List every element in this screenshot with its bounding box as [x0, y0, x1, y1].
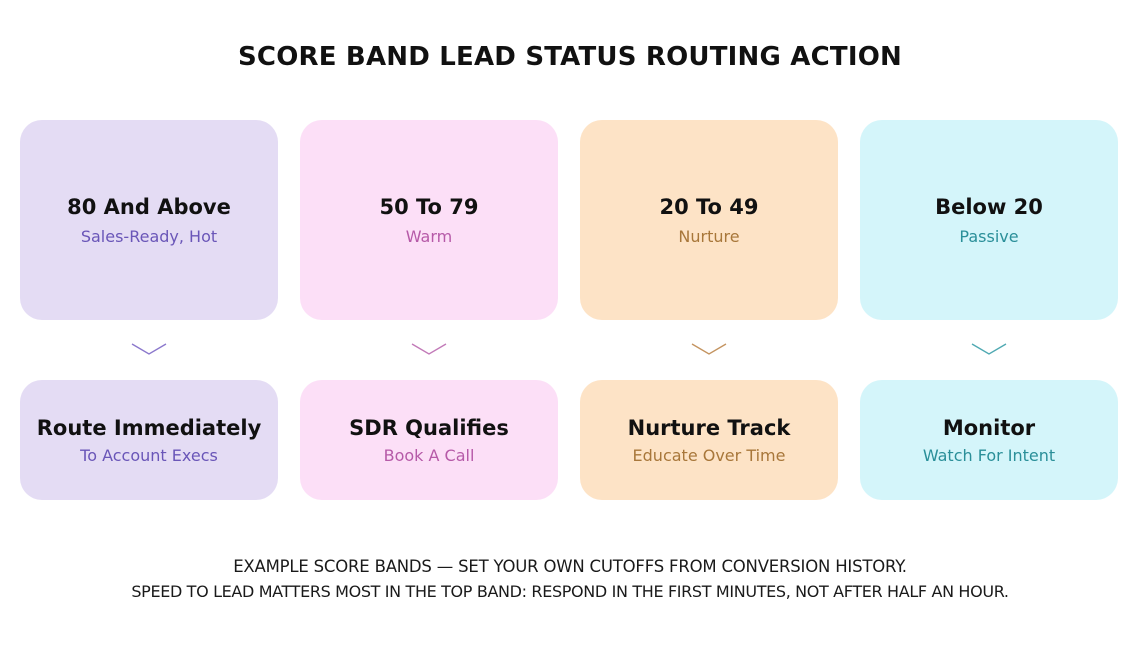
chevron-down-icon	[971, 343, 1007, 355]
band-card-warm: 50 To 79 Warm	[300, 120, 558, 320]
action-title: Nurture Track	[627, 415, 791, 440]
band-status: Warm	[405, 226, 453, 246]
band-card-nurture: 20 To 49 Nurture	[580, 120, 838, 320]
action-detail: Educate Over Time	[632, 445, 786, 465]
action-detail: Watch For Intent	[922, 445, 1056, 465]
action-title: SDR Qualifies	[349, 415, 509, 440]
band-card-passive: Below 20 Passive	[860, 120, 1118, 320]
footer-note: SPEED TO LEAD MATTERS MOST IN THE TOP BA…	[131, 582, 1009, 601]
diagram-title: SCORE BAND LEAD STATUS ROUTING ACTION	[237, 42, 902, 72]
action-card-monitor: Monitor Watch For Intent	[860, 380, 1118, 500]
band-card-top: 80 And Above Sales-Ready, Hot	[20, 120, 278, 320]
chevron-down-icon	[411, 343, 447, 355]
action-card-route: Route Immediately To Account Execs	[20, 380, 278, 500]
band-status: Nurture	[678, 226, 740, 246]
action-detail: To Account Execs	[80, 445, 218, 465]
action-title: Route Immediately	[36, 415, 262, 440]
band-status: Sales-Ready, Hot	[80, 226, 218, 246]
chevron-down-icon	[691, 343, 727, 355]
action-title: Monitor	[942, 415, 1036, 440]
action-card-nurture: Nurture Track Educate Over Time	[580, 380, 838, 500]
band-status: Passive	[959, 226, 1019, 246]
footer-note: EXAMPLE SCORE BANDS — SET YOUR OWN CUTOF…	[233, 557, 907, 576]
action-detail: Book A Call	[383, 445, 475, 465]
band-range: 20 To 49	[659, 194, 759, 219]
band-range: 80 And Above	[67, 194, 231, 219]
chevron-down-icon	[131, 343, 167, 355]
band-range: 50 To 79	[379, 194, 479, 219]
action-card-sdr: SDR Qualifies Book A Call	[300, 380, 558, 500]
band-range: Below 20	[935, 194, 1043, 219]
